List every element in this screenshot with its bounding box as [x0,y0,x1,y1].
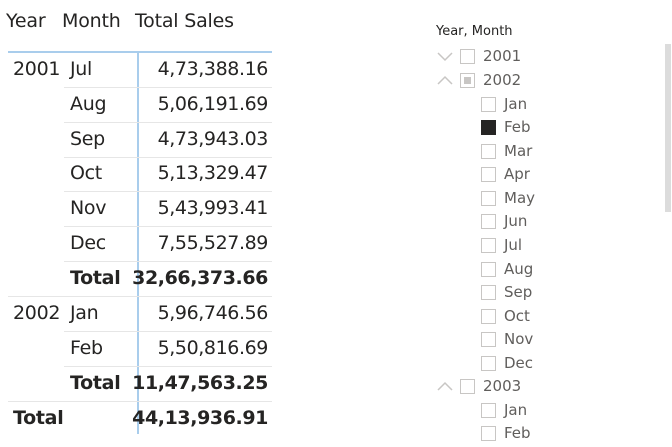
subtotal-row: Total 11,47,563.25 [8,367,272,402]
table-row: 2001 Jul 4,73,388.16 [8,53,272,88]
column-header-total-sales[interactable]: Total Sales [135,10,234,32]
column-header-year[interactable]: Year [6,10,46,32]
slicer-item-2002-oct[interactable]: Oct [481,305,530,327]
checkbox[interactable] [481,261,496,277]
year-cell: 2001 [13,58,61,80]
slicer-item-2002-apr[interactable]: Apr [481,163,530,185]
month-cell: Jan [70,302,99,324]
column-divider [137,52,139,434]
slicer-item-2002-may[interactable]: May [481,187,535,209]
table-row: Dec 7,55,527.89 [8,227,272,262]
month-cell: Jul [70,58,93,80]
checkbox[interactable] [481,213,496,229]
checkbox[interactable] [481,331,496,347]
month-cell: Feb [70,337,103,359]
year-month-slicer: Year, Month 2001 2002 Jan Feb Mar Apr Ma… [436,22,672,447]
table-row: Aug 5,06,191.69 [8,88,272,123]
subtotal-row: Total 32,66,373.66 [8,262,272,297]
slicer-item-2003-feb[interactable]: Feb [481,422,531,444]
subtotal-value: 11,47,563.25 [132,372,268,394]
slicer-item-label: Jul [504,236,523,254]
slicer-item-2002-aug[interactable]: Aug [481,258,533,280]
year-cell: 2002 [13,302,61,324]
checkbox[interactable] [481,143,496,159]
slicer-item-2002-jul[interactable]: Jul [481,234,522,256]
slicer-item-2002-dec[interactable]: Dec [481,352,533,374]
checkbox[interactable] [481,237,496,253]
month-cell: Aug [70,93,107,115]
slicer-item-label: Aug [504,260,534,278]
checkbox[interactable] [481,96,496,112]
checkbox[interactable] [481,402,496,418]
slicer-item-label: Feb [504,424,531,442]
subtotal-label: Total [70,372,121,394]
checkbox[interactable] [481,284,496,300]
checkbox[interactable] [481,308,496,324]
chevron-down-icon[interactable] [436,48,454,64]
month-cell: Oct [70,162,102,184]
slicer-item-label: Feb [504,118,531,136]
value-cell: 7,55,527.89 [157,232,269,254]
checkbox[interactable] [481,166,496,182]
slicer-item-label: Jan [504,401,528,419]
slicer-item-label: May [504,189,536,207]
value-cell: 5,13,329.47 [157,162,269,184]
value-cell: 4,73,388.16 [157,58,269,80]
month-cell: Dec [70,232,106,254]
table-row: Sep 4,73,943.03 [8,123,272,158]
slicer-item-2002[interactable]: 2002 [436,69,521,91]
chevron-up-icon[interactable] [436,72,454,88]
table-row: Oct 5,13,329.47 [8,157,272,192]
slicer-item-2003[interactable]: 2003 [436,375,521,397]
checkbox[interactable] [481,425,496,441]
value-cell: 5,50,816.69 [157,337,269,359]
partial-checkbox[interactable] [460,72,475,88]
slicer-item-label: Oct [504,307,530,325]
slicer-item-2003-jan[interactable]: Jan [481,399,527,421]
slicer-item-2002-jun[interactable]: Jun [481,210,527,232]
slicer-item-label: Sep [504,283,533,301]
slicer-title: Year, Month [436,24,513,39]
month-cell: Nov [70,197,107,219]
slicer-item-2001[interactable]: 2001 [436,45,521,67]
slicer-item-label: Nov [504,330,534,348]
checkbox[interactable] [460,48,475,64]
header-divider [8,51,272,53]
value-cell: 5,06,191.69 [157,93,269,115]
slicer-item-label: Jan [504,95,528,113]
table-row: 2002 Jan 5,96,746.56 [8,297,272,332]
slicer-item-2002-mar[interactable]: Mar [481,140,532,162]
slicer-item-label: 2001 [483,47,522,65]
grand-total-value: 44,13,936.91 [132,407,268,429]
table-row: Feb 5,50,816.69 [8,332,272,367]
checkbox[interactable] [481,190,496,206]
slicer-item-label: 2002 [483,71,522,89]
value-cell: 5,96,746.56 [157,302,269,324]
slicer-item-label: Jun [504,212,528,230]
value-cell: 4,73,943.03 [157,128,269,150]
slicer-scrollbar[interactable] [665,44,671,212]
slicer-item-label: Dec [504,354,534,372]
grand-total-label: Total [13,407,64,429]
slicer-item-2002-sep[interactable]: Sep [481,281,532,303]
column-header-month[interactable]: Month [62,10,121,32]
slicer-item-label: 2003 [483,377,522,395]
slicer-item-label: Apr [504,165,530,183]
subtotal-label: Total [70,267,121,289]
checked-checkbox[interactable] [481,119,496,135]
subtotal-value: 32,66,373.66 [132,267,268,289]
chevron-up-icon[interactable] [436,378,454,394]
slicer-item-2002-jan[interactable]: Jan [481,93,527,115]
value-cell: 5,43,993.41 [157,197,269,219]
slicer-item-label: Mar [504,142,533,160]
month-cell: Sep [70,128,105,150]
table-row: Nov 5,43,993.41 [8,192,272,227]
checkbox[interactable] [460,378,475,394]
checkbox[interactable] [481,355,496,371]
slicer-item-2002-feb[interactable]: Feb [481,116,531,138]
slicer-item-2002-nov[interactable]: Nov [481,328,533,350]
grand-total-row: Total 44,13,936.91 [8,402,272,437]
